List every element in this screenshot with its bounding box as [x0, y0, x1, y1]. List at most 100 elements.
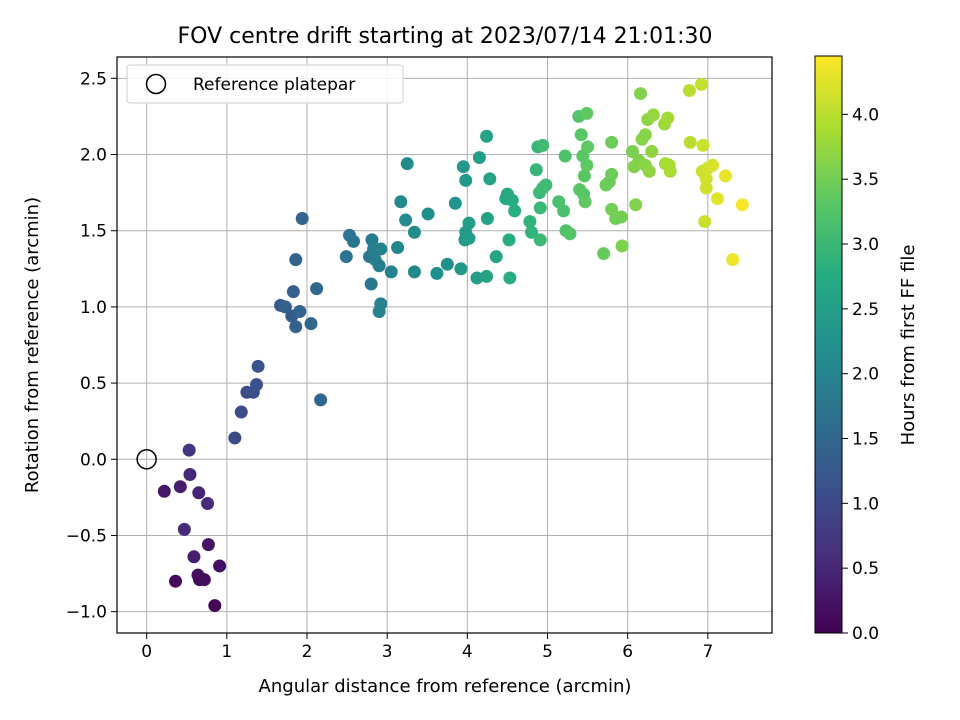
- data-point: [580, 158, 594, 172]
- data-point: [642, 164, 656, 178]
- data-point: [430, 266, 444, 280]
- data-point: [480, 129, 494, 143]
- x-tick-label: 1: [221, 642, 232, 662]
- x-axis-label: Angular distance from reference (arcmin): [259, 676, 632, 697]
- data-point: [480, 212, 494, 226]
- data-point: [234, 405, 248, 419]
- colorbar-tick-label: 0.5: [852, 559, 879, 579]
- data-point: [694, 77, 708, 91]
- legend-box: [126, 64, 404, 104]
- data-point: [574, 128, 588, 142]
- x-tick-label: 4: [462, 642, 473, 662]
- data-point: [502, 233, 516, 247]
- y-tick-label: −0.5: [66, 526, 107, 546]
- data-point: [394, 195, 408, 209]
- data-point: [699, 181, 713, 195]
- y-tick-label: −1.0: [66, 603, 107, 623]
- data-point: [208, 599, 222, 613]
- legend: Reference platepar: [126, 64, 404, 104]
- data-point: [615, 239, 629, 253]
- data-point: [662, 158, 676, 172]
- data-point: [629, 198, 643, 212]
- data-point: [523, 215, 537, 229]
- data-point: [597, 247, 611, 261]
- data-point: [213, 559, 227, 573]
- data-point: [470, 271, 484, 285]
- colorbar-tick-label: 1.0: [852, 494, 879, 514]
- colorbar-tick-label: 0.0: [852, 624, 879, 644]
- data-point: [706, 158, 720, 172]
- data-point: [421, 207, 435, 221]
- data-point: [177, 522, 191, 536]
- chart-title: FOV centre drift starting at 2023/07/14 …: [178, 24, 713, 49]
- data-point: [407, 225, 421, 239]
- data-point: [278, 300, 292, 314]
- data-point: [539, 178, 553, 192]
- data-point: [536, 138, 550, 152]
- x-tick-label: 7: [702, 642, 713, 662]
- data-point: [347, 234, 361, 248]
- data-point: [581, 140, 595, 154]
- data-point: [456, 160, 470, 174]
- data-point: [533, 233, 547, 247]
- data-point: [529, 163, 543, 177]
- colorbar: 0.0 0.5 1.0 1.5 2.0 2.5 3.0 3.5 4.0: [814, 55, 879, 644]
- data-point: [735, 198, 749, 212]
- data-point: [249, 378, 263, 392]
- data-point: [372, 259, 386, 273]
- data-point: [503, 271, 517, 285]
- data-point: [201, 538, 215, 552]
- data-point: [289, 320, 303, 334]
- colorbar-tick-label: 1.5: [852, 430, 879, 450]
- data-point: [634, 87, 648, 101]
- colorbar-label: Hours from first FF file: [898, 245, 919, 446]
- data-point: [577, 169, 591, 183]
- data-point: [374, 297, 388, 311]
- colorbar-tick-label: 4.0: [852, 105, 879, 125]
- data-point: [682, 84, 696, 98]
- data-point: [183, 468, 197, 482]
- data-point: [719, 169, 733, 183]
- data-point: [472, 151, 486, 165]
- data-point: [304, 317, 318, 331]
- data-point: [480, 269, 494, 283]
- data-point: [462, 231, 476, 245]
- reference-platepar-marker: [136, 449, 157, 470]
- data-point: [533, 201, 547, 215]
- data-point: [563, 227, 577, 241]
- colorbar-tick-label: 2.0: [852, 365, 879, 385]
- data-point: [182, 443, 196, 457]
- plot-frame: [116, 56, 773, 634]
- colorbar-gradient: [814, 55, 843, 634]
- data-point: [310, 282, 324, 296]
- data-point: [399, 213, 413, 227]
- y-tick-label: 0.5: [80, 374, 107, 394]
- y-tick-label: 1.0: [80, 298, 107, 318]
- data-point: [605, 135, 619, 149]
- x-tick-label: 5: [542, 642, 553, 662]
- data-point: [228, 431, 242, 445]
- legend-label-reference: Reference platepar: [193, 75, 355, 95]
- data-point: [448, 196, 462, 210]
- data-point: [201, 496, 215, 510]
- data-point: [157, 484, 171, 498]
- x-tick-label: 2: [302, 642, 313, 662]
- x-tick-label: 0: [141, 642, 152, 662]
- data-point: [558, 149, 572, 163]
- legend-marker-reference: [145, 73, 167, 95]
- data-point: [286, 285, 300, 299]
- colorbar-tick-label: 3.0: [852, 235, 879, 255]
- y-axis-label: Rotation from reference (arcmin): [22, 197, 43, 493]
- x-tick-label: 6: [622, 642, 633, 662]
- data-point: [400, 157, 414, 171]
- data-point: [295, 212, 309, 226]
- data-point: [391, 240, 405, 254]
- data-point: [505, 193, 519, 207]
- data-point: [645, 144, 659, 158]
- data-point: [407, 265, 421, 279]
- colorbar-tick-label: 2.5: [852, 300, 879, 320]
- data-point: [578, 195, 592, 209]
- y-tick-label: 2.5: [80, 69, 107, 89]
- data-point: [683, 135, 697, 149]
- data-point: [646, 108, 660, 122]
